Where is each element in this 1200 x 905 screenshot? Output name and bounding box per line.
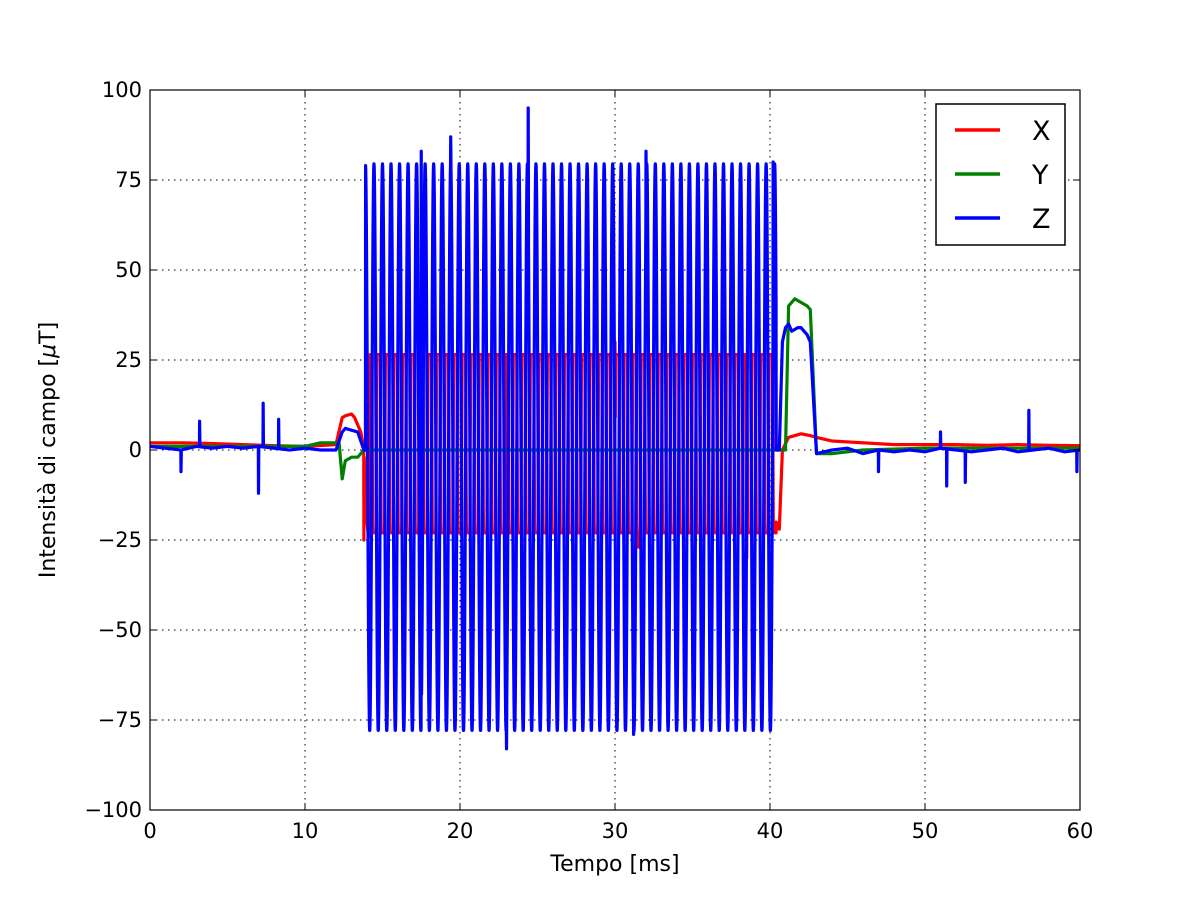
legend: XYZ — [935, 103, 1066, 246]
y-tick-label: −100 — [84, 798, 142, 822]
tick-labels: 0 10 20 30 40 50 60 −100 −75 −50 −25 0 25 50 75 100 — [84, 78, 1093, 843]
y-tick-label: 0 — [129, 438, 142, 462]
x-tick-label: 50 — [912, 819, 939, 843]
y-tick-label: −25 — [98, 528, 142, 552]
series-line-z — [150, 106, 1080, 751]
x-tick-label: 60 — [1067, 819, 1094, 843]
y-axis-label-suffix: T] — [36, 322, 61, 345]
y-tick-label: 75 — [115, 168, 142, 192]
y-tick-label: 25 — [115, 348, 142, 372]
y-tick-label: 50 — [115, 258, 142, 282]
series-layer — [150, 106, 1080, 751]
y-tick-label: 100 — [102, 78, 142, 102]
y-tick-label: −50 — [98, 618, 142, 642]
x-tick-label: 10 — [292, 819, 319, 843]
y-axis-label-mu: μ — [36, 344, 61, 359]
legend-label-x: X — [1032, 116, 1051, 147]
x-axis-label: Tempo [ms] — [549, 852, 679, 877]
x-tick-label: 30 — [602, 819, 629, 843]
x-tick-label: 20 — [447, 819, 474, 843]
y-axis-label-prefix: Intensità di campo [ — [36, 358, 61, 578]
x-tick-label: 0 — [143, 819, 156, 843]
axis-ticks — [149, 89, 1081, 811]
y-axis-label: Intensità di campo [μT] — [36, 322, 61, 578]
legend-label-z: Z — [1032, 204, 1051, 235]
y-tick-label: −75 — [98, 708, 142, 732]
legend-label-y: Y — [1031, 160, 1049, 191]
x-tick-label: 40 — [757, 819, 784, 843]
